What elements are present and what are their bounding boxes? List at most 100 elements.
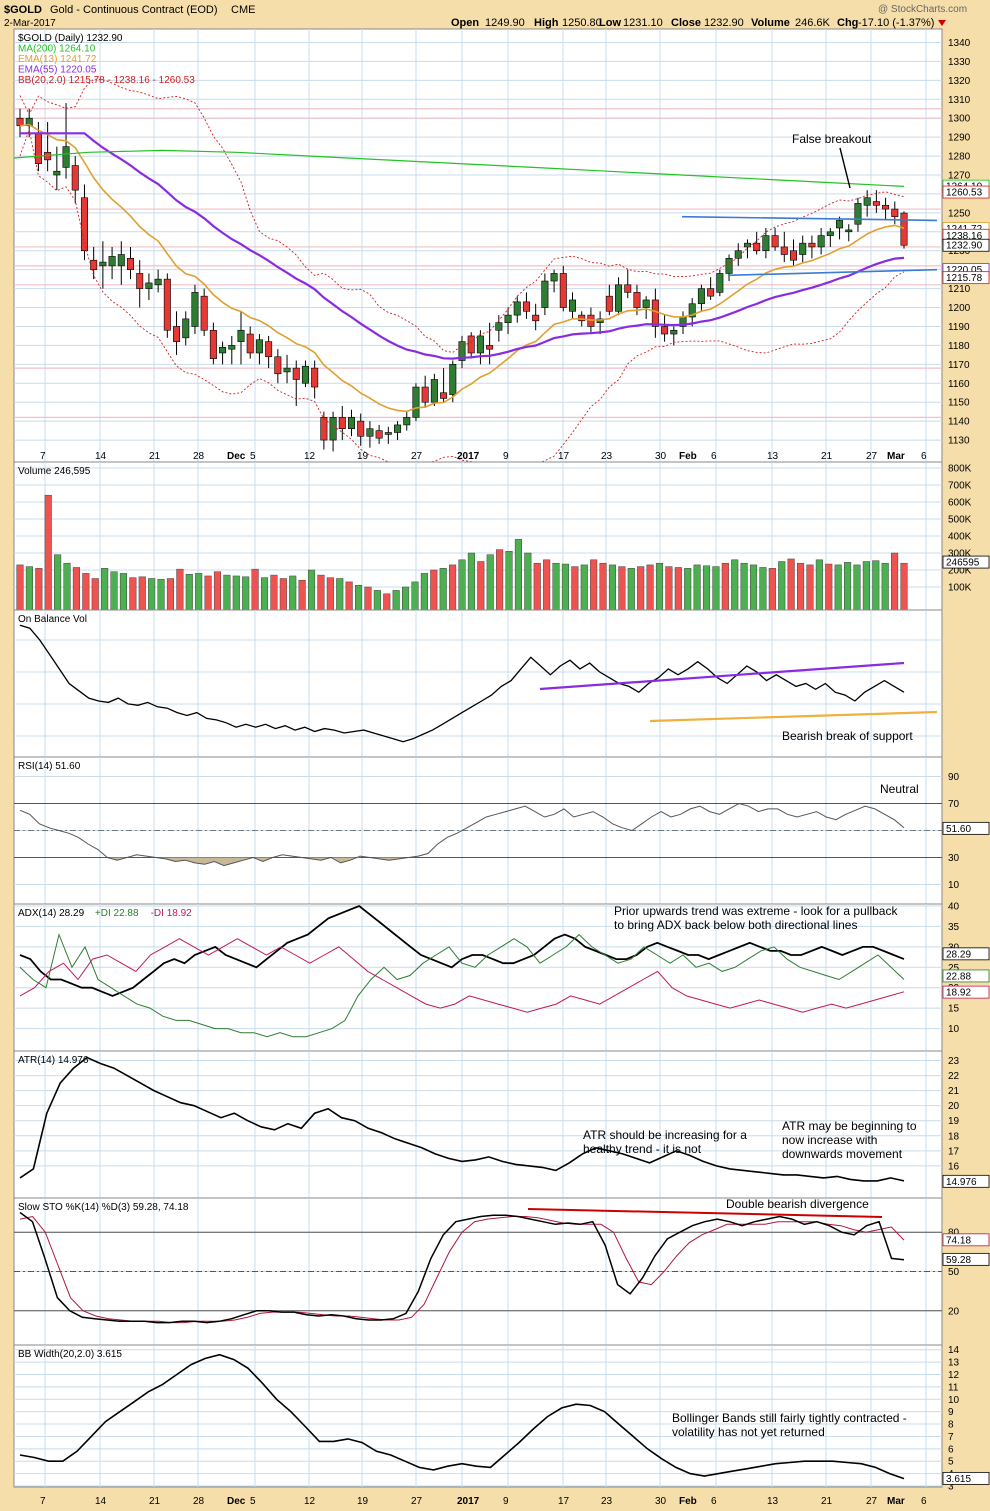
legend-obv-0: On Balance Vol (18, 614, 87, 625)
ytick-bbwidth-6: 9 (948, 1407, 954, 1418)
ytick-price-1: 1140 (948, 417, 970, 428)
adx-series-1 (19, 932, 905, 1038)
volume-bar-6 (72, 567, 80, 611)
volume-bar-51 (496, 549, 504, 611)
candle-body-41 (394, 424, 402, 433)
volume-bar-21 (213, 571, 222, 611)
candle-body-89 (836, 220, 844, 229)
candle-body-61 (578, 314, 586, 322)
candle-body-4 (53, 170, 61, 176)
xtick-bottom-18: 27 (866, 1496, 878, 1507)
volume-bar-60 (580, 564, 588, 611)
volume-bar-14 (148, 578, 156, 611)
candle-body-34 (329, 417, 337, 441)
volume-bar-45 (439, 568, 447, 611)
open-value: 1249.90 (485, 17, 525, 29)
ytick-rsi-3: 70 (948, 799, 960, 810)
ytick-bbwidth-2: 5 (948, 1457, 954, 1468)
value-tag-atr-0: 14.976 (946, 1177, 977, 1188)
volume-bar-88 (844, 562, 852, 611)
xtick-price-19: Mar (887, 451, 905, 462)
ytick-volume-2: 300K (948, 549, 972, 560)
obv-line (19, 624, 905, 743)
candle-body-80 (753, 242, 761, 252)
panel-obv: Bearish break of support On Balance Vol (13, 609, 943, 758)
xtick-price-12: 23 (601, 451, 613, 462)
volume-bar-47 (458, 559, 466, 611)
ticker-label: $GOLD (4, 4, 42, 16)
value-tag-box-adx-1 (942, 969, 990, 983)
close-label: Close (671, 17, 701, 29)
ytick-bbwidth-9: 12 (948, 1370, 960, 1381)
candle-body-52 (495, 322, 503, 331)
candle-body-53 (504, 314, 512, 323)
candle-body-50 (476, 335, 484, 354)
ytick-atr-3: 19 (948, 1116, 960, 1127)
volume-bar-25 (251, 568, 259, 611)
ytick-bbwidth-10: 13 (948, 1358, 960, 1369)
xtick-bottom-14: Feb (679, 1496, 697, 1507)
legend-adx-2: -DI 18.92 (151, 908, 193, 919)
obv-purple-trendline (539, 661, 905, 691)
volume-bar-84 (806, 564, 814, 611)
candle-body-71 (670, 329, 678, 335)
volume-bar-33 (326, 577, 334, 611)
resistance-blue-line (681, 215, 938, 222)
ytick-sto-0: 20 (948, 1306, 960, 1317)
candle-body-83 (780, 246, 788, 255)
xtick-price-16: 13 (767, 451, 779, 462)
candle-body-46 (440, 392, 448, 399)
value-tag-volume-0: 246595 (946, 558, 980, 569)
candle-body-44 (421, 386, 429, 403)
value-tag-bbwidth-0: 3.615 (946, 1474, 971, 1485)
candle-body-0 (16, 117, 24, 127)
volume-bar-94 (900, 562, 908, 611)
exchange-label: CME (231, 4, 255, 16)
candle-body-18 (182, 318, 190, 339)
xtick-price-10: 9 (503, 451, 509, 462)
xtick-price-1: 14 (95, 451, 107, 462)
ytick-volume-4: 500K (948, 515, 972, 526)
value-tag-price-5: 1220.05 (946, 265, 983, 276)
candle-body-85 (799, 242, 807, 255)
legend-price-2: EMA(13) 1241.72 (18, 54, 97, 65)
value-tag-price-6: 1215.78 (946, 273, 983, 284)
candle-body-17 (173, 326, 181, 342)
value-tag-adx-0: 28.29 (946, 949, 971, 960)
candle-body-70 (661, 326, 669, 335)
volume-bar-18 (185, 574, 193, 611)
candle-body-43 (412, 386, 420, 418)
value-tag-price-3: 1238.16 (946, 231, 983, 242)
candle-body-27 (265, 341, 273, 358)
volume-bar-57 (552, 562, 560, 611)
volume-bar-58 (561, 563, 569, 611)
xtick-bottom-2: 21 (149, 1496, 161, 1507)
xtick-bottom-8: 27 (411, 1496, 423, 1507)
sto-k-line (19, 1211, 905, 1324)
low-value: 1231.10 (623, 17, 663, 29)
candle-body-26 (255, 339, 263, 354)
legend-price-0: $GOLD (Daily) 1232.90 (18, 33, 123, 44)
volume-bar-44 (430, 569, 438, 611)
candle-body-59 (559, 273, 567, 308)
candle-body-8 (90, 259, 98, 270)
volume-bar-28 (279, 578, 287, 611)
ytick-volume-6: 700K (948, 481, 972, 492)
xtick-price-8: 27 (411, 451, 423, 462)
bbwidth-line (19, 1353, 905, 1480)
value-tag-price-4: 1232.90 (946, 241, 983, 252)
candle-body-47 (449, 364, 457, 395)
xtick-bottom-15: 6 (711, 1496, 717, 1507)
volume-bar-67 (646, 564, 654, 611)
ytick-atr-6: 22 (948, 1071, 960, 1082)
ytick-price-16: 1290 (948, 133, 971, 144)
ytick-atr-1: 17 (948, 1146, 960, 1157)
value-tag-sto-1: 59.28 (946, 1255, 971, 1266)
candle-body-74 (697, 288, 705, 305)
sto-annotation: Double bearish divergence (726, 1197, 869, 1211)
atr-annotation-3: ATR may be beginning to (782, 1119, 917, 1133)
ytick-adx-0: 10 (948, 1024, 960, 1035)
volume-bar-10 (110, 571, 118, 611)
candle-body-84 (789, 250, 797, 261)
ytick-bbwidth-0: 3 (948, 1482, 954, 1493)
